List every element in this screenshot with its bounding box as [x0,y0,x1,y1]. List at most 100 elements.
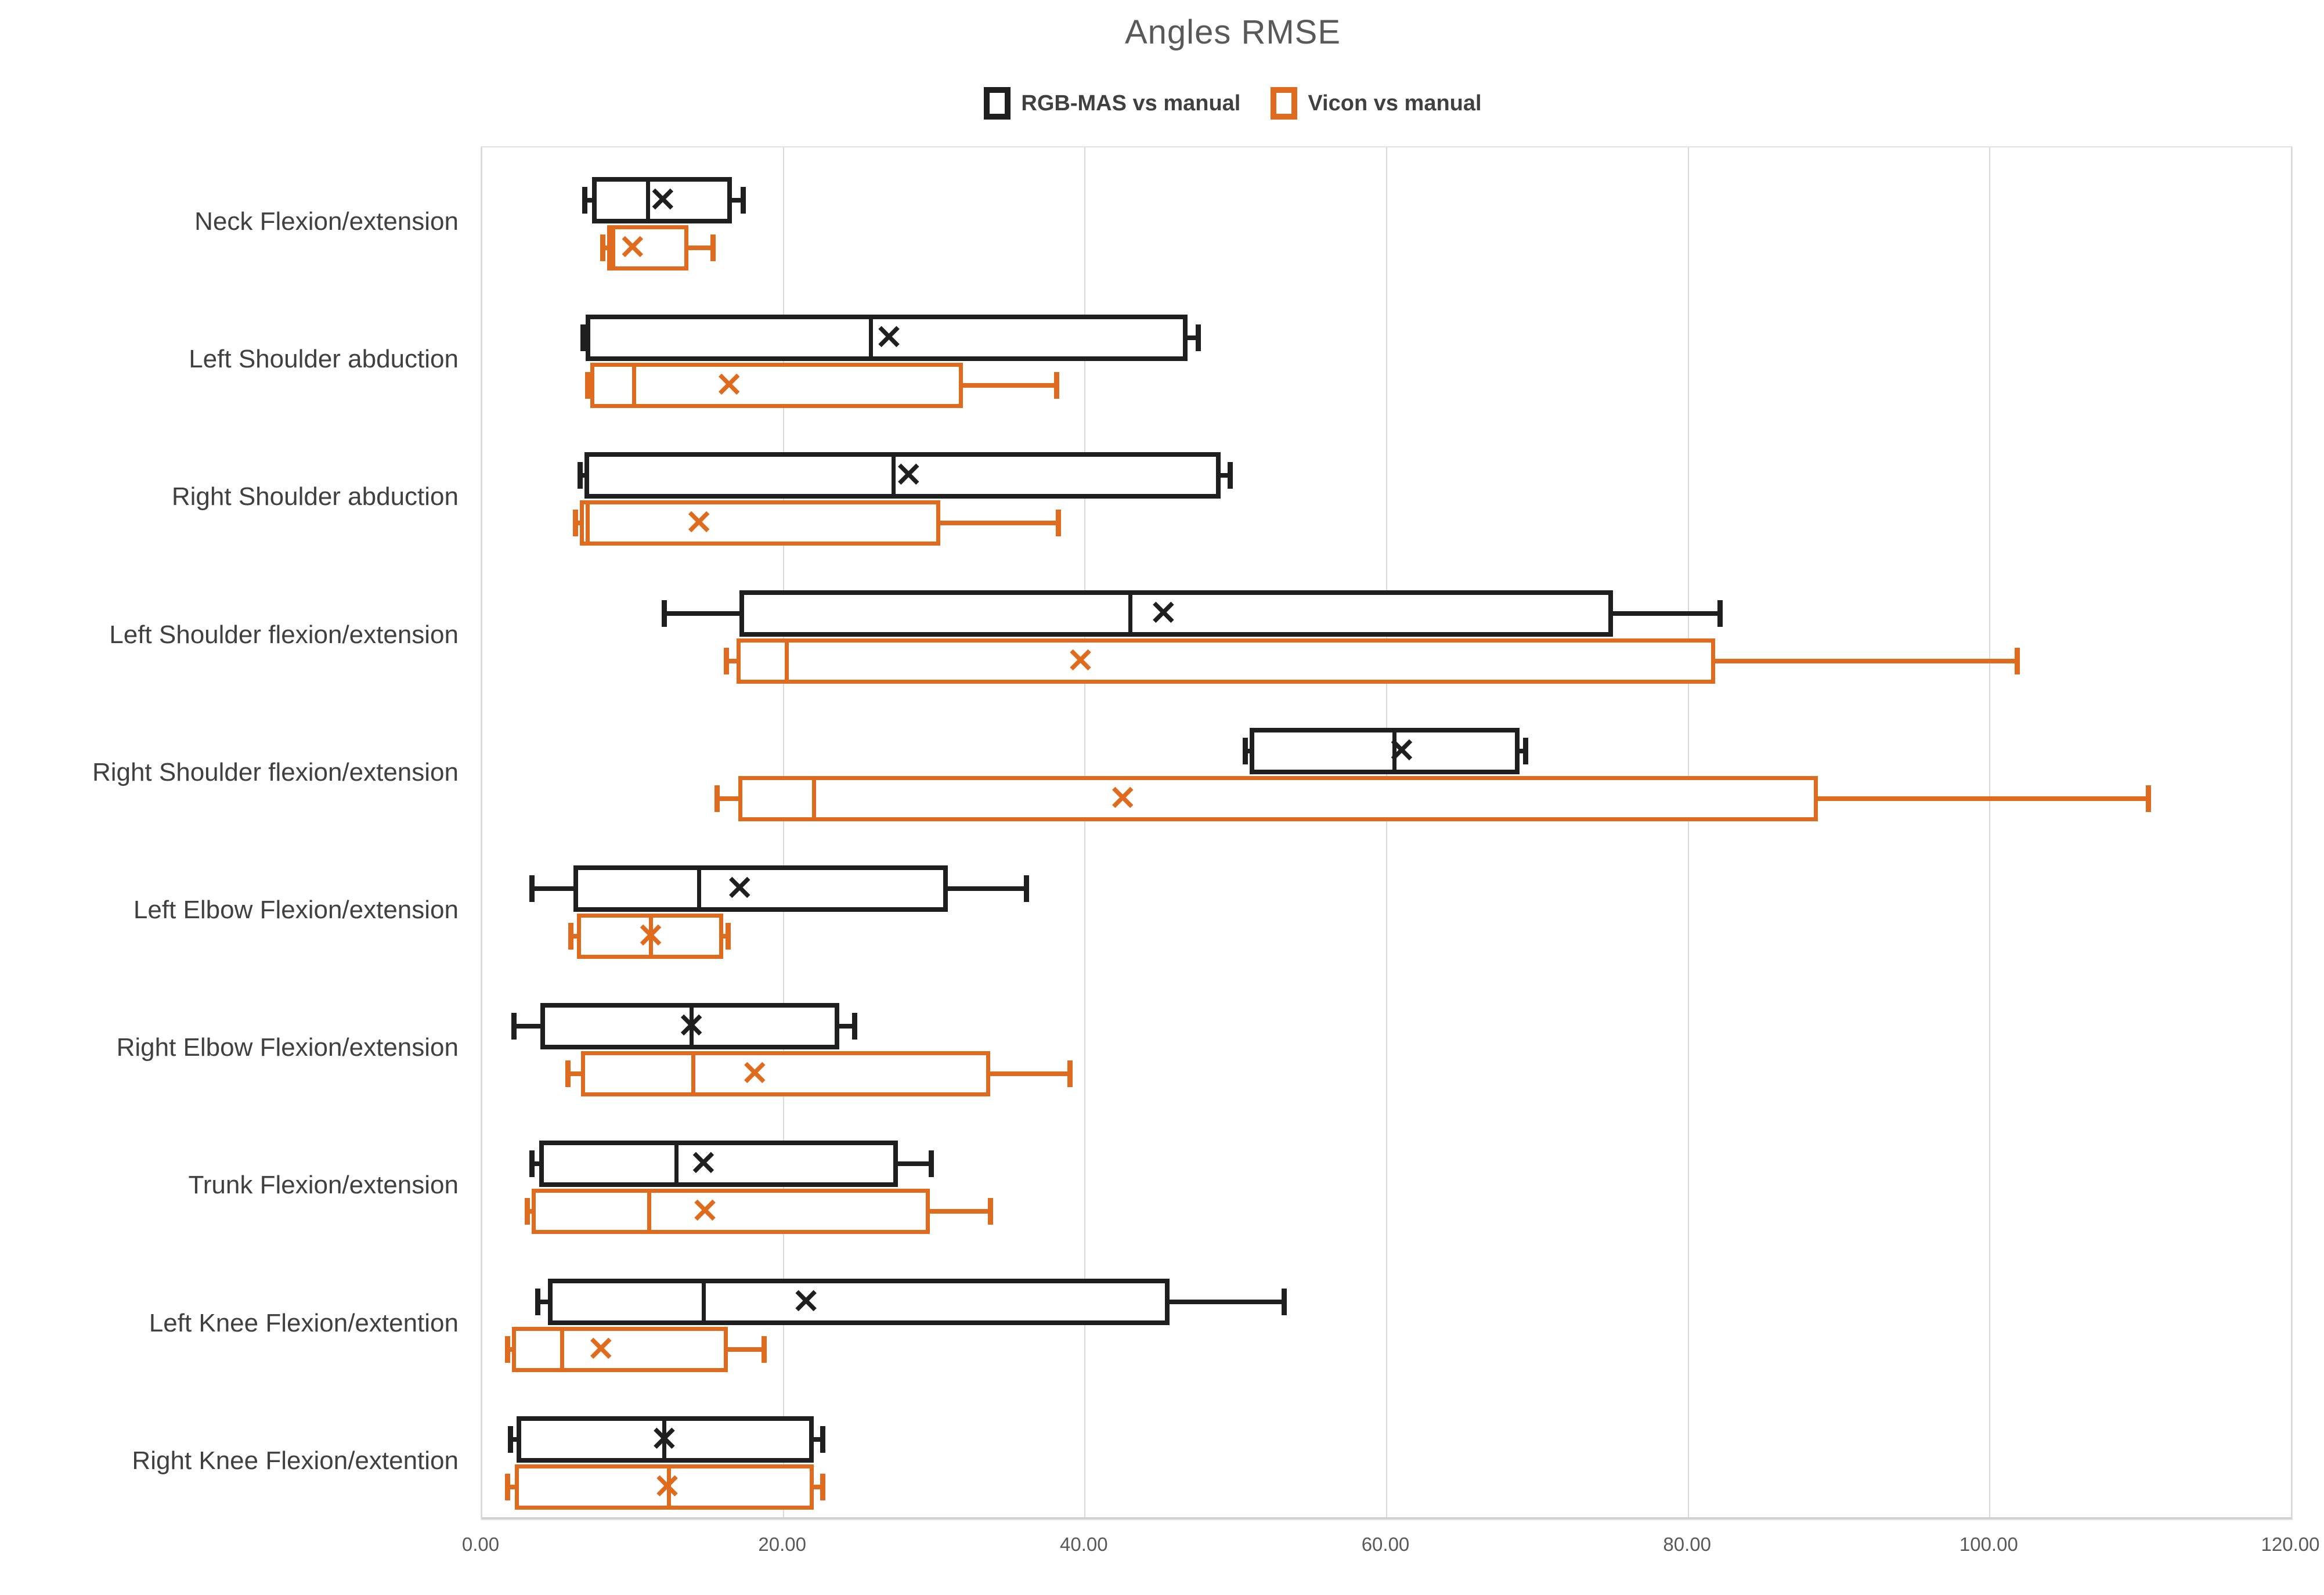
mean-marker-icon: ✕ [650,1420,679,1458]
whisker-cap-min [662,600,667,627]
x-axis-tick-label: 80.00 [1663,1533,1711,1555]
mean-marker-icon: ✕ [636,917,665,955]
median-line [691,1051,695,1097]
category-label: Right Shoulder abduction [171,482,459,511]
median-line [662,1416,667,1463]
whisker-cap-min [511,1013,517,1040]
whisker-right [962,383,1056,388]
whisker-right [1519,748,1526,753]
box-vicon-1 [590,363,963,409]
whisker-cap-max [1523,737,1529,764]
whisker-left [531,886,574,891]
whisker-cap-min [714,785,720,812]
x-axis-tick-label: 60.00 [1361,1533,1410,1555]
whisker-cap-min [508,1426,514,1453]
whisker-left [510,1437,517,1442]
whisker-cap-min [565,1060,571,1088]
median-line [697,865,702,912]
category-label: Trunk Flexion/extension [188,1171,459,1200]
x-axis-line [482,1517,2291,1519]
mean-marker-icon: ✕ [1149,594,1178,632]
whisker-cap-min [505,1336,511,1363]
whisker-cap-max [929,1150,934,1178]
mean-marker-icon: ✕ [714,366,744,405]
whisker-cap-max [851,1013,857,1040]
whisker-right [947,886,1026,891]
median-line [611,225,616,270]
category-label: Right Elbow Flexion/extension [116,1033,459,1062]
whisker-cap-max [820,1426,826,1453]
mean-marker-icon: ✕ [684,504,713,542]
whisker-cap-min [580,324,586,352]
median-line [649,914,653,959]
mean-marker-icon: ✕ [677,1007,706,1045]
box-vicon-9 [515,1464,814,1510]
whisker-cap-max [987,1198,993,1225]
median-line [690,1003,694,1050]
whisker-cap-min [577,462,583,489]
median-line [674,1141,679,1188]
x-axis-tick-label: 120.00 [2261,1533,2320,1555]
median-line [701,1278,706,1325]
whisker-right [688,246,713,250]
whisker-cap-min [529,875,535,902]
gridline-x-0 [481,147,482,1519]
median-line [647,1189,652,1235]
whisker-cap-min [568,923,574,950]
gridline-x-120 [2291,147,2292,1519]
whisker-right [839,1024,854,1029]
x-axis-tick-label: 0.00 [461,1533,500,1555]
median-line [784,638,789,684]
x-axis-tick-label: 100.00 [1959,1533,2018,1555]
whisker-cap-min [505,1473,511,1500]
mean-marker-icon: ✕ [894,456,923,495]
legend-swatch-vicon-icon [1271,87,1298,120]
mean-marker-icon: ✕ [875,319,903,357]
box-rgb-mas-5 [573,865,948,912]
mean-marker-icon: ✕ [653,1467,681,1506]
mean-marker-icon: ✕ [648,181,677,219]
box-rgb-mas-7 [539,1141,898,1188]
whisker-right [1221,473,1230,478]
mean-marker-icon: ✕ [691,1192,719,1230]
whisker-cap-max [1227,462,1233,489]
whisker-left [726,658,737,663]
whisker-left [584,198,592,203]
whisker-cap-min [582,187,587,214]
whisker-cap-max [710,234,716,261]
legend-item-rgbmas: RGB-MAS vs manual [984,87,1240,120]
mean-marker-icon: ✕ [792,1282,820,1320]
whisker-right [940,521,1058,526]
median-line [811,775,816,821]
whisker-cap-max [740,187,746,214]
legend: RGB-MAS vs manual Vicon vs manual [885,87,1581,120]
legend-label-rgbmas: RGB-MAS vs manual [1021,91,1241,116]
mean-marker-icon: ✕ [740,1055,769,1093]
box-vicon-4 [738,775,1818,821]
whisker-right [1188,335,1199,341]
whisker-right [990,1071,1070,1077]
median-line [892,452,896,499]
x-axis-tick-label: 40.00 [1060,1533,1108,1555]
whisker-right [813,1484,823,1489]
mean-marker-icon: ✕ [1387,731,1416,770]
mean-marker-icon: ✕ [586,1330,615,1368]
whisker-left [537,1299,548,1304]
whisker-right [732,198,743,203]
category-label: Left Elbow Flexion/extension [133,896,459,924]
gridline-x-80 [1687,147,1689,1519]
gridline-x-20 [782,147,784,1519]
whisker-right [1612,611,1720,616]
whisker-left [717,796,738,801]
median-line [869,315,874,362]
median-line [585,500,590,546]
whisker-cap-max [2146,785,2152,812]
whisker-cap-max [2015,647,2020,674]
whisker-right [1818,796,2149,801]
box-rgb-mas-2 [584,452,1221,499]
whisker-right [1169,1299,1284,1304]
gridline-x-100 [1989,147,1991,1519]
whisker-right [813,1437,823,1442]
whisker-cap-min [535,1288,541,1315]
category-label: Left Knee Flexion/extention [149,1308,459,1337]
